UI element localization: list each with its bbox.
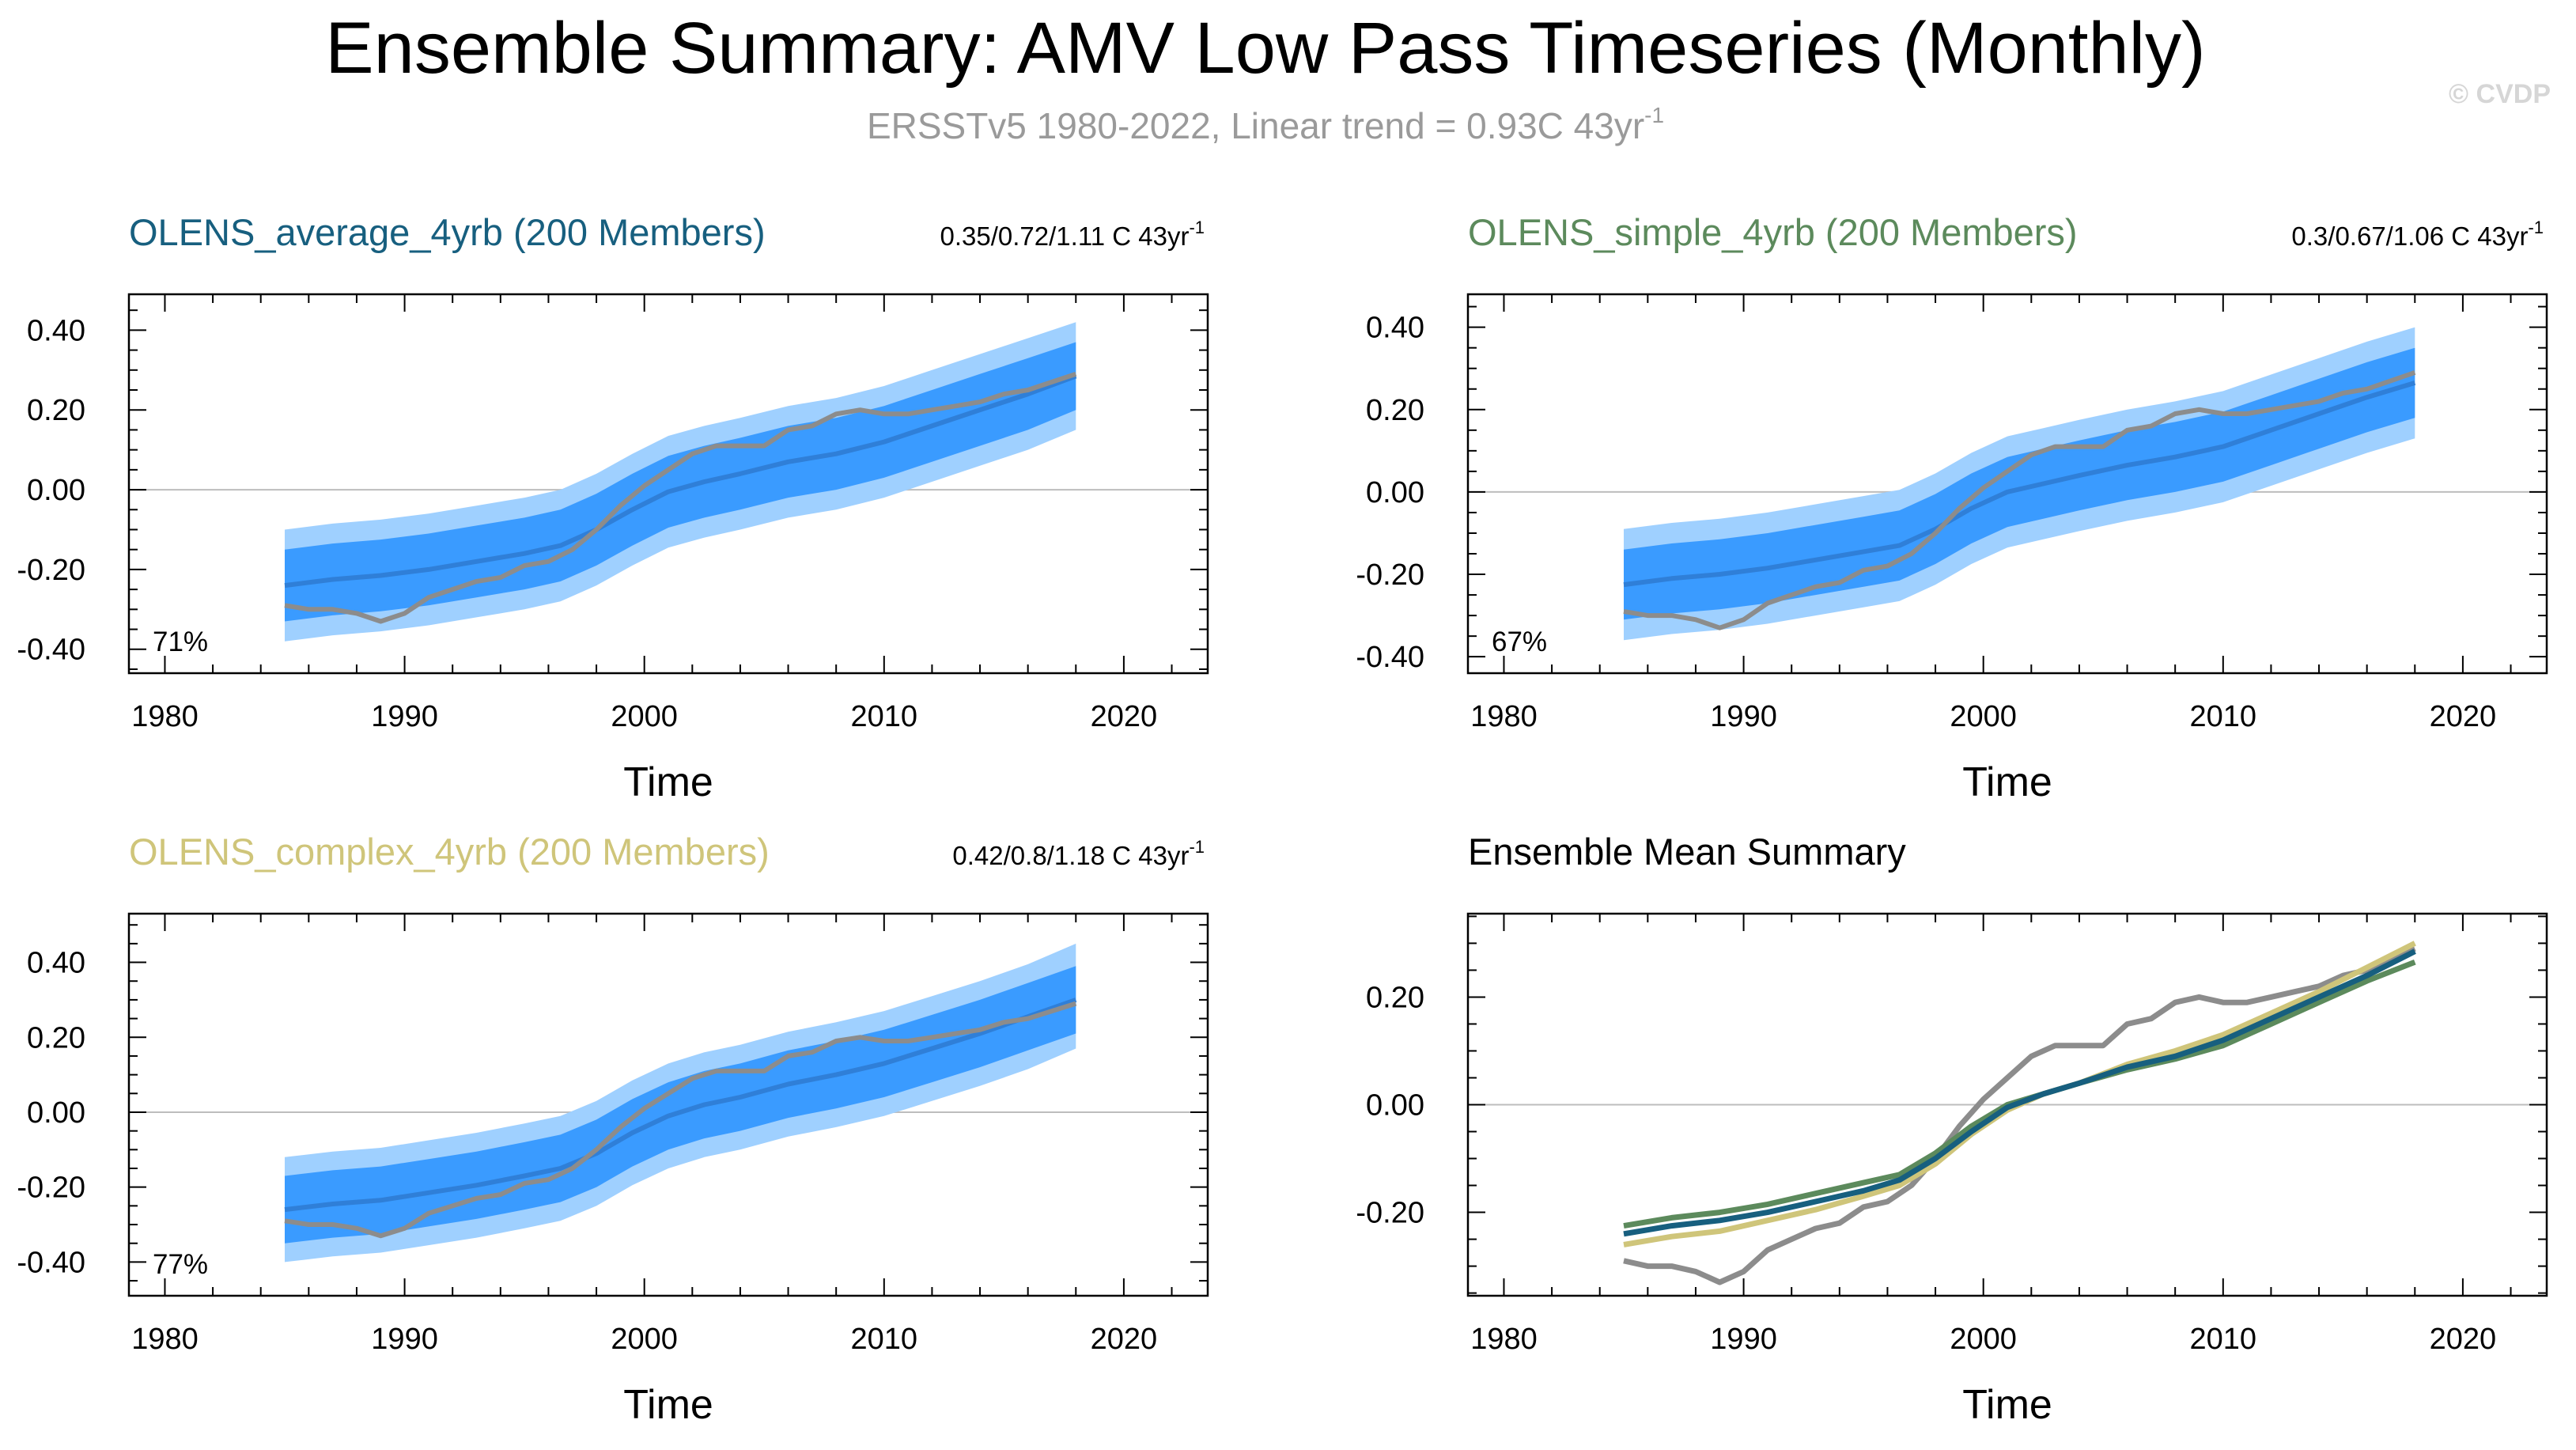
x-axis-label: Time [1962,1382,2052,1428]
y-tick-label: -0.40 [17,1246,85,1279]
x-axis-label: Time [623,759,713,805]
y-tick-label: 0.20 [1366,981,1424,1014]
panel-trend-label: 0.3/0.67/1.06 C 43yr-1 [2291,218,2544,251]
x-tick-label: 2000 [1950,1323,2017,1356]
ensemble-mean-line [284,998,1077,1213]
x-tick-label: 1980 [131,1323,199,1356]
y-tick-label: 0.20 [27,394,85,427]
y-tick-label: -0.20 [1356,1197,1424,1230]
x-tick-label: 1990 [371,700,438,733]
ensemble-mean-line [1623,380,2416,588]
observations-line [1623,370,2416,630]
y-tick-label: 0.00 [27,474,85,507]
chart-panel-2: OLENS_simple_4yrb (200 Members) 0.3/0.67/… [1356,211,2548,805]
y-tick-label: 0.40 [1366,312,1424,345]
x-tick-label: 1980 [131,700,199,733]
x-tick-label: 2020 [1091,1323,1158,1356]
panel-title: OLENS_average_4yrb (200 Members) [129,211,766,253]
trend-value: 0.42/0.8/1.18 C 43yr [952,841,1189,870]
x-tick-label: 1980 [1470,1323,1538,1356]
x-tick-label: 2020 [2430,700,2497,733]
y-tick-label: 0.00 [1366,476,1424,509]
subtitle-superscript: -1 [1644,103,1664,127]
series-line [1623,946,2416,1285]
panel-title: OLENS_simple_4yrb (200 Members) [1468,211,2078,253]
x-tick-label: 2000 [1950,700,2017,733]
percent-label: 71% [153,627,208,657]
x-tick-label: 2010 [851,700,918,733]
y-tick-label: 0.20 [27,1021,85,1054]
series-line [1623,948,2416,1237]
watermark: © CVDP [2449,79,2551,109]
y-tick-label: -0.40 [17,634,85,667]
plot-frame [127,293,1209,675]
y-tick-label: -0.20 [1356,558,1424,592]
x-tick-label: 1980 [1470,700,1538,733]
chart-panel-4: Ensemble Mean Summary 1980 1990 2000 2010 202… [1356,831,2548,1428]
plot-frame [1466,293,2548,675]
trend-value: 0.35/0.72/1.11 C 43yr [940,221,1190,251]
subtitle-text: ERSSTv5 1980-2022, Linear trend = 0.93C … [867,105,1644,146]
x-tick-label: 1990 [371,1323,438,1356]
y-tick-label: -0.40 [1356,641,1424,674]
x-tick-label: 2020 [2430,1323,2497,1356]
panel-title: Ensemble Mean Summary [1468,831,1906,873]
x-axis-label: Time [623,1382,713,1428]
x-tick-label: 2010 [851,1323,918,1356]
x-tick-label: 1990 [1710,700,1777,733]
percent-label: 67% [1492,627,1547,657]
y-tick-label: 0.40 [27,947,85,980]
y-tick-label: -0.20 [17,554,85,587]
x-tick-label: 2010 [2190,700,2257,733]
ensemble-mean-line [284,373,1077,589]
chart-panel-3: OLENS_complex_4yrb (200 Members) 0.42/0.8… [17,831,1209,1428]
inner-spread-band [1624,347,2415,620]
observations-line [284,1001,1077,1239]
panel-trend-label: 0.35/0.72/1.11 C 43yr-1 [940,218,1205,251]
inner-spread-band [285,966,1076,1244]
trend-superscript: -1 [1189,218,1205,237]
figure-title: Ensemble Summary: AMV Low Pass Timeserie… [325,8,2205,89]
y-tick-label: -0.20 [17,1172,85,1205]
panel-title: OLENS_complex_4yrb (200 Members) [129,831,770,873]
panel-trend-label: 0.42/0.8/1.18 C 43yr-1 [952,837,1205,870]
trend-superscript: -1 [2528,218,2544,237]
x-tick-label: 2000 [611,700,678,733]
x-tick-label: 2010 [2190,1323,2257,1356]
observations-line [284,371,1077,624]
trend-value: 0.3/0.67/1.06 C 43yr [2291,221,2528,251]
y-tick-label: 0.40 [27,314,85,347]
y-tick-label: 0.20 [1366,394,1424,427]
y-tick-label: 0.00 [27,1096,85,1130]
panels-group: OLENS_average_4yrb (200 Members) 0.35/0.7… [17,211,2548,1428]
chart-panel-1: OLENS_average_4yrb (200 Members) 0.35/0.7… [17,211,1209,805]
x-tick-label: 2000 [611,1323,678,1356]
percent-label: 77% [153,1249,208,1280]
x-tick-label: 1990 [1710,1323,1777,1356]
plot-frame [127,912,1209,1297]
figure-subtitle: ERSSTv5 1980-2022, Linear trend = 0.93C … [867,103,1664,146]
y-tick-label: 0.00 [1366,1089,1424,1123]
trend-superscript: -1 [1189,837,1205,857]
x-tick-label: 2020 [1091,700,1158,733]
x-axis-label: Time [1962,759,2052,805]
